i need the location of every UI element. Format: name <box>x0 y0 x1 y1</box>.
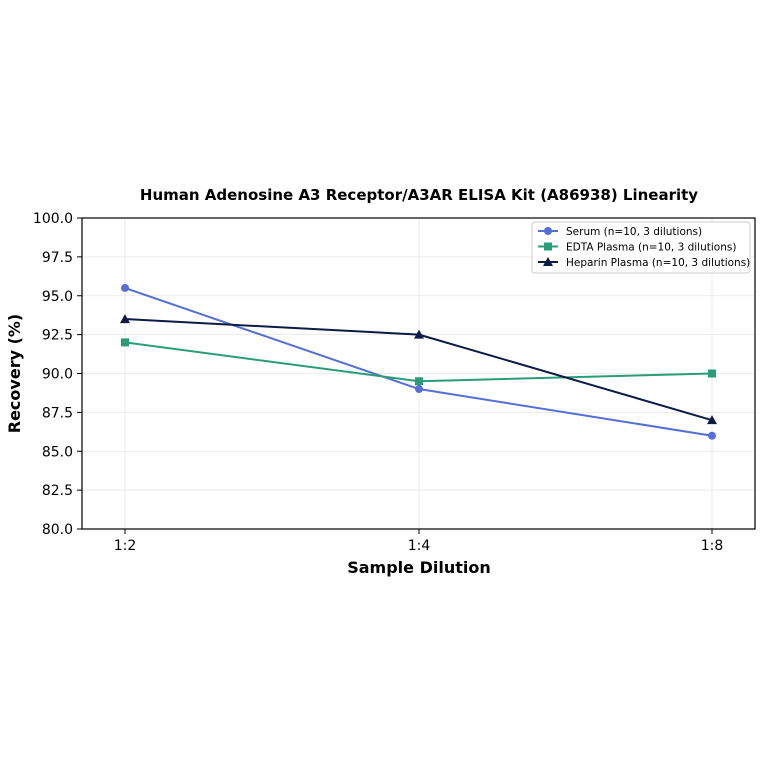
y-tick-label: 82.5 <box>42 483 73 499</box>
legend-label: Serum (n=10, 3 dilutions) <box>566 226 702 238</box>
y-axis-label: Recovery (%) <box>5 314 24 433</box>
y-tick-label: 85.0 <box>42 444 73 460</box>
legend-box <box>531 221 751 274</box>
data-point <box>121 338 129 347</box>
data-point <box>121 283 129 292</box>
data-point <box>708 431 716 440</box>
data-point <box>415 377 423 386</box>
legend-swatch-marker <box>543 257 553 266</box>
x-tick-label: 1:2 <box>114 538 137 554</box>
legend-label: EDTA Plasma (n=10, 3 dilutions) <box>566 242 736 254</box>
y-tick-label: 92.5 <box>42 328 73 344</box>
x-axis-label: Sample Dilution <box>347 558 491 577</box>
y-tick-label: 80.0 <box>42 522 73 538</box>
y-tick-label: 100.0 <box>33 211 73 227</box>
data-point <box>120 314 130 324</box>
y-tick-label: 95.0 <box>42 289 73 305</box>
data-point <box>414 329 424 339</box>
legend-swatch-marker <box>544 227 552 235</box>
legend-entry: EDTA Plasma (n=10, 3 dilutions) <box>538 242 736 254</box>
x-tick-label: 1:8 <box>701 538 724 554</box>
series-1 <box>121 338 716 386</box>
x-tick-label: 1:4 <box>408 538 431 554</box>
series-0 <box>121 283 716 440</box>
y-axis: 80.0 82.5 85.0 87.5 90.0 92.5 95.0 97.5 100.0 <box>33 211 82 538</box>
chart-title: Human Adenosine A3 Receptor/A3AR ELISA K… <box>140 186 698 204</box>
legend-entry: Heparin Plasma (n=10, 3 dilutions) <box>538 257 750 269</box>
legend-swatch-marker <box>544 242 552 251</box>
data-point <box>708 369 716 378</box>
x-axis: 1:2 1:4 1:8 <box>114 529 724 554</box>
legend: Serum (n=10, 3 dilutions) EDTA Plasma (n=… <box>531 221 751 274</box>
series-2 <box>120 314 717 425</box>
y-tick-label: 87.5 <box>42 405 73 421</box>
y-tick-label: 97.5 <box>42 250 73 266</box>
y-tick-label: 90.0 <box>42 367 73 383</box>
legend-label: Heparin Plasma (n=10, 3 dilutions) <box>566 257 750 269</box>
data-point <box>415 385 423 394</box>
legend-entry: Serum (n=10, 3 dilutions) <box>538 226 702 238</box>
data-point <box>707 415 717 425</box>
series-group <box>120 283 717 440</box>
